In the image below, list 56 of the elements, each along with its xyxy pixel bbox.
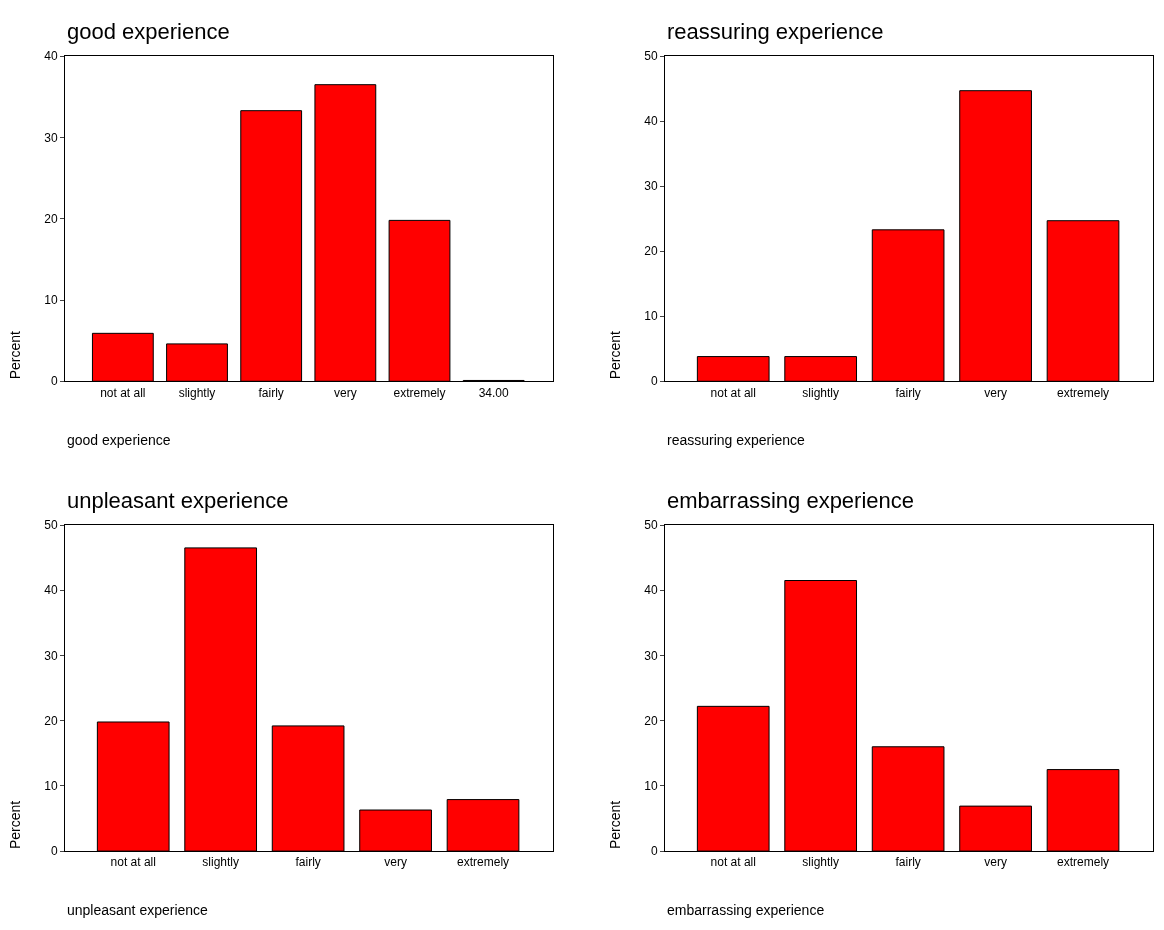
x-tick-label: very — [984, 385, 1007, 400]
x-axis-title: reassuring experience — [667, 432, 805, 448]
y-tick-label: 20 — [644, 713, 658, 728]
x-axis-title: embarrassing experience — [667, 902, 825, 918]
y-tick-label: 0 — [650, 374, 658, 389]
x-tick-label: very — [984, 855, 1007, 870]
y-axis-title: Percent — [606, 330, 623, 380]
y-tick-label: 30 — [44, 130, 58, 145]
y-axis-title: Percent — [6, 330, 23, 380]
y-tick-label: 10 — [44, 779, 58, 794]
y-tick-label: 20 — [44, 713, 58, 728]
x-tick-label: very — [334, 385, 357, 400]
y-tick-label: 40 — [44, 49, 58, 64]
x-tick-label: fairly — [295, 855, 321, 870]
x-tick-label: slightly — [802, 855, 840, 870]
y-tick-label: 30 — [644, 648, 658, 663]
y-tick-label: 50 — [644, 518, 658, 533]
x-axis-title: good experience — [67, 432, 171, 448]
y-tick-label: 10 — [44, 293, 58, 308]
y-tick-label: 50 — [644, 49, 658, 64]
y-tick-label: 20 — [44, 211, 58, 226]
y-tick-label: 10 — [644, 779, 658, 794]
x-tick-label: very — [384, 855, 407, 870]
chart-title: good experience — [67, 19, 230, 44]
y-tick-label: 20 — [644, 244, 658, 259]
x-tick-label: extremely — [393, 385, 446, 400]
x-tick-label: not at all — [710, 385, 756, 400]
y-tick-label: 30 — [644, 179, 658, 194]
y-tick-label: 40 — [644, 583, 658, 598]
y-tick-label: 0 — [50, 844, 58, 859]
x-axis-title: unpleasant experience — [67, 902, 209, 918]
x-tick-label: slightly — [178, 385, 216, 400]
x-tick-label: fairly — [895, 385, 921, 400]
y-axis-title: Percent — [6, 800, 23, 850]
y-tick-label: 0 — [650, 844, 658, 859]
chart-title: embarrassing experience — [667, 488, 915, 513]
x-tick-label: extremely — [1057, 385, 1110, 400]
x-tick-label: fairly — [895, 855, 921, 870]
y-tick-label: 10 — [644, 309, 658, 324]
x-tick-label: 34.00 — [478, 385, 510, 400]
chart-title: unpleasant experience — [67, 488, 289, 513]
x-tick-label: fairly — [258, 385, 284, 400]
y-tick-label: 40 — [644, 114, 658, 129]
x-tick-label: extremely — [1057, 855, 1110, 870]
x-tick-label: slightly — [202, 855, 240, 870]
x-tick-label: not at all — [110, 855, 156, 870]
y-axis-title: Percent — [606, 800, 623, 850]
y-tick-label: 40 — [44, 583, 58, 598]
chart-title: reassuring experience — [667, 19, 884, 44]
x-tick-label: not at all — [710, 855, 756, 870]
x-tick-label: not at all — [100, 385, 146, 400]
x-tick-label: extremely — [457, 855, 510, 870]
y-tick-label: 0 — [50, 374, 58, 389]
x-tick-label: slightly — [802, 385, 840, 400]
y-tick-label: 30 — [44, 648, 58, 663]
y-tick-label: 50 — [44, 518, 58, 533]
